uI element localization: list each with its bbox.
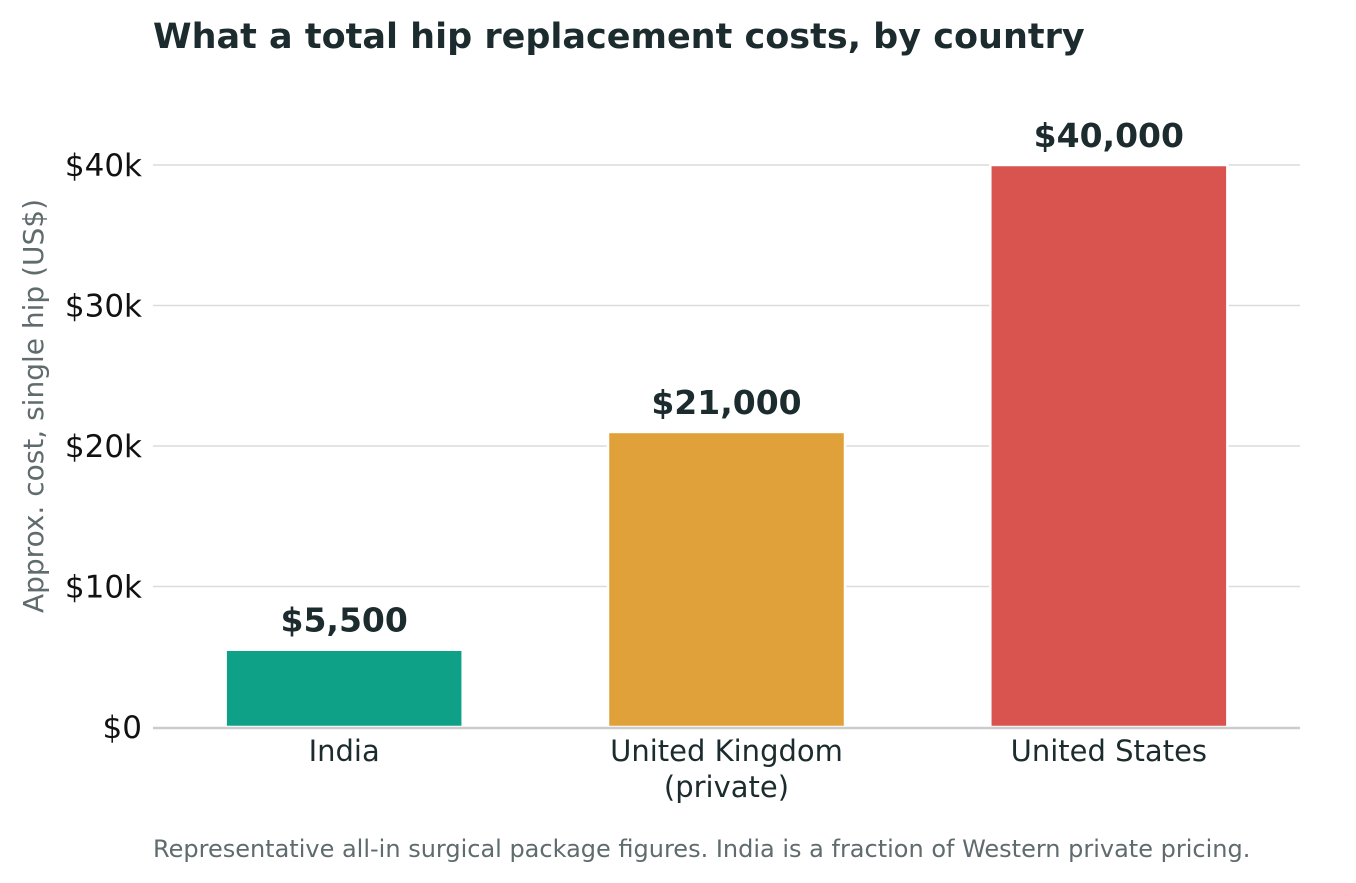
x-tick-label: United Kingdom (private): [610, 734, 843, 804]
value-label: $5,500: [280, 601, 407, 640]
y-axis-label: Approx. cost, single hip (US$): [17, 199, 50, 613]
value-label: $40,000: [1034, 116, 1184, 155]
bar: [606, 430, 847, 729]
value-labels: $5,500 $21,000 $40,000: [280, 116, 1183, 640]
y-axis-ticks: $0 $10k $20k $30k $40k: [65, 148, 142, 746]
x-tick-label: India: [309, 734, 380, 768]
chart-caption: Representative all-in surgical package f…: [153, 835, 1250, 863]
chart-title: What a total hip replacement costs, by c…: [153, 17, 1085, 57]
x-tick-label: United States: [1011, 734, 1207, 768]
y-tick-label: $10k: [65, 570, 142, 606]
y-tick-label: $30k: [65, 289, 142, 325]
value-label: $21,000: [651, 383, 801, 422]
bar: [989, 163, 1229, 729]
x-axis-ticks: India United Kingdom (private) United State…: [309, 734, 1207, 804]
y-tick-label: $20k: [65, 429, 142, 465]
y-tick-label: $0: [103, 710, 142, 746]
bar: [224, 648, 464, 729]
y-tick-label: $40k: [65, 148, 142, 184]
